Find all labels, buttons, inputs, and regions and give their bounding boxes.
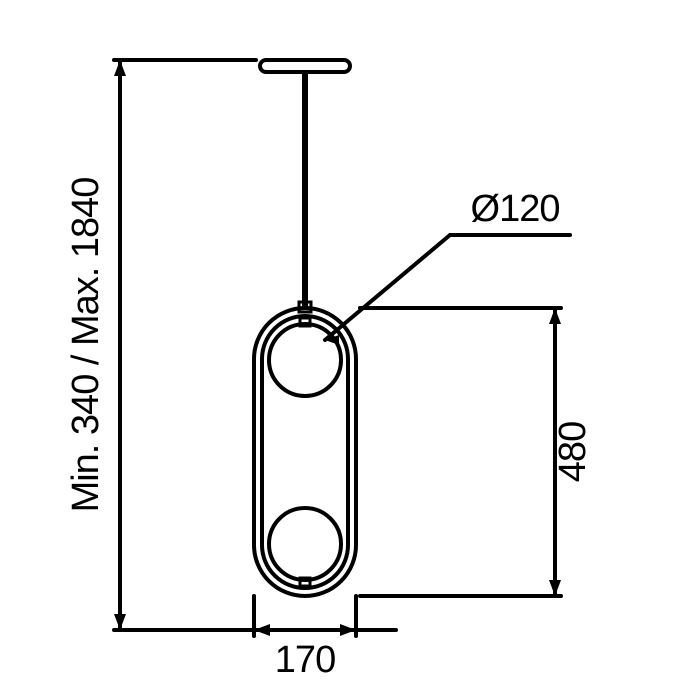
globe-bottom	[269, 508, 341, 580]
canopy	[260, 60, 350, 72]
label-fixture-width: 170	[275, 639, 335, 681]
fixture-ring-inner	[262, 316, 348, 588]
label-globe-diameter: Ø120	[471, 188, 560, 230]
label-total-height: Min. 340 / Max. 1840	[65, 178, 107, 513]
suspension-rod	[302, 72, 308, 308]
label-fixture-height: 480	[552, 422, 594, 482]
